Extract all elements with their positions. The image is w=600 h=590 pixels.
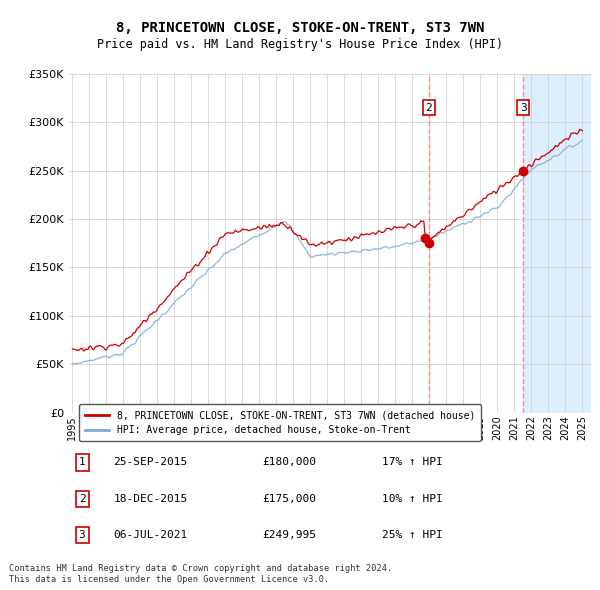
Text: 2: 2	[79, 494, 85, 504]
Text: 06-JUL-2021: 06-JUL-2021	[113, 530, 188, 540]
Text: 10% ↑ HPI: 10% ↑ HPI	[382, 494, 443, 504]
Text: Contains HM Land Registry data © Crown copyright and database right 2024.: Contains HM Land Registry data © Crown c…	[9, 565, 392, 573]
Text: Price paid vs. HM Land Registry's House Price Index (HPI): Price paid vs. HM Land Registry's House …	[97, 38, 503, 51]
Text: 17% ↑ HPI: 17% ↑ HPI	[382, 457, 443, 467]
Text: 18-DEC-2015: 18-DEC-2015	[113, 494, 188, 504]
Text: £249,995: £249,995	[262, 530, 316, 540]
Text: 3: 3	[520, 103, 527, 113]
Bar	[523, 74, 596, 413]
Text: 25-SEP-2015: 25-SEP-2015	[113, 457, 188, 467]
Text: £175,000: £175,000	[262, 494, 316, 504]
Text: 3: 3	[79, 530, 85, 540]
Text: 2: 2	[425, 103, 432, 113]
Text: 1: 1	[79, 457, 85, 467]
Text: £180,000: £180,000	[262, 457, 316, 467]
Text: 25% ↑ HPI: 25% ↑ HPI	[382, 530, 443, 540]
Legend: 8, PRINCETOWN CLOSE, STOKE-ON-TRENT, ST3 7WN (detached house), HPI: Average pric: 8, PRINCETOWN CLOSE, STOKE-ON-TRENT, ST3…	[79, 404, 481, 441]
Text: 8, PRINCETOWN CLOSE, STOKE-ON-TRENT, ST3 7WN: 8, PRINCETOWN CLOSE, STOKE-ON-TRENT, ST3…	[116, 21, 484, 35]
Text: This data is licensed under the Open Government Licence v3.0.: This data is licensed under the Open Gov…	[9, 575, 329, 584]
